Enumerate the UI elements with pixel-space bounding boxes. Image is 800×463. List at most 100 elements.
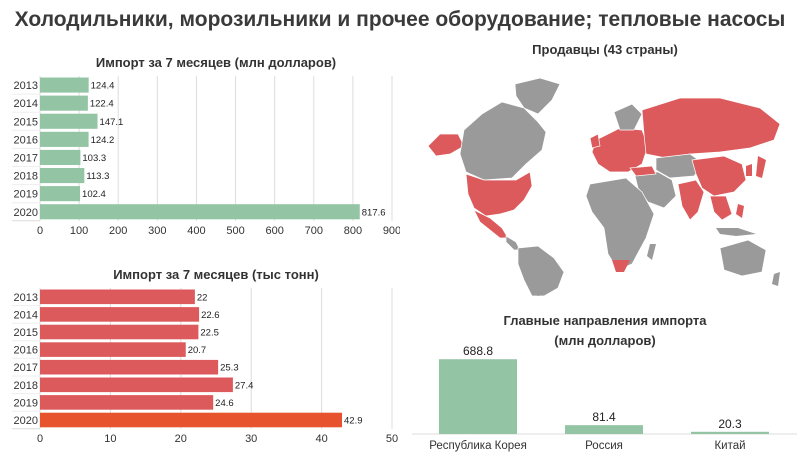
bar-value-label: 147.1 (100, 117, 124, 128)
chart-import-value: 0 100 200 300 400 500 600 700 800 900 124.4 2013 122… (12, 76, 400, 237)
bar (40, 342, 186, 357)
chart-title-import-value: Импорт за 7 месяцев (млн долларов) (95, 55, 337, 70)
bar (565, 425, 643, 434)
map-indonesia (716, 228, 756, 236)
category-label: 2016 (14, 134, 38, 146)
x-tick-label: 20 (175, 433, 187, 445)
category-label: 2017 (14, 362, 38, 374)
x-tick-label: 900 (383, 225, 400, 237)
bar-value-label: 22.5 (200, 328, 219, 339)
map-central-america (505, 235, 521, 251)
bar (40, 412, 343, 428)
map-australia (719, 239, 767, 277)
x-tick-label: 300 (148, 225, 166, 237)
x-tick-label: 700 (305, 225, 323, 237)
x-tick-label: 800 (344, 225, 362, 237)
bar (40, 204, 360, 220)
map-south-america (517, 245, 565, 296)
x-tick-label: 10 (104, 433, 116, 445)
map-mexico (473, 209, 509, 239)
category-label: 2019 (14, 189, 38, 201)
map-scandinavia (613, 103, 643, 131)
chart-import-volume: 0 10 20 30 40 50 22 2013 22.6 2014 22.5 2015 20.7 201… (12, 288, 398, 445)
bar (40, 377, 233, 393)
bar (40, 186, 81, 202)
category-label: 2014 (14, 98, 38, 110)
bar-value-label: 113.3 (86, 171, 109, 182)
map-greenland (514, 77, 561, 115)
bar-value-label: 22.6 (201, 310, 220, 321)
map-russia (641, 97, 781, 159)
category-label: 2015 (14, 116, 38, 128)
bar-value-label: 42.9 (344, 416, 363, 427)
bar-value-label: 122.4 (90, 99, 114, 110)
map-korea (746, 164, 752, 176)
sellers-world-map (427, 77, 781, 296)
x-tick-label: 400 (187, 225, 205, 237)
bar (40, 77, 89, 93)
bar-value-label: 817.6 (362, 207, 386, 218)
map-turkey (629, 165, 657, 177)
map-philippines (736, 204, 744, 218)
bar-value-label: 24.6 (215, 398, 234, 409)
bar (40, 359, 219, 375)
map-india (677, 179, 705, 221)
bar-value-label: 27.4 (235, 380, 254, 391)
bar-value-label: 25.3 (220, 363, 239, 374)
page-title: Холодильники, морозильники и прочее обор… (14, 8, 786, 31)
x-tick-label: 100 (70, 225, 88, 237)
category-label: 2016 (14, 345, 38, 357)
category-label: 2013 (14, 292, 38, 304)
bar (40, 395, 214, 410)
bar (40, 168, 85, 184)
category-label: 2018 (14, 171, 38, 183)
category-label: 2013 (14, 80, 38, 92)
bar-value-label: 688.8 (463, 344, 493, 358)
bar (691, 431, 769, 434)
category-label: 2020 (14, 207, 38, 219)
bar (40, 307, 200, 322)
category-label: Республика Корея (429, 440, 527, 452)
chart-title-sellers-map: Продавцы (43 страны) (532, 42, 678, 57)
bar-value-label: 81.4 (592, 410, 616, 424)
chart-top-directions: 688.8 Республика Корея 81.4 Россия 20.3 Китай (412, 344, 797, 452)
x-tick-label: 500 (226, 225, 244, 237)
map-south-america-south (530, 290, 544, 296)
bar-value-label: 124.4 (91, 81, 115, 92)
bar-value-label: 20.3 (718, 417, 742, 431)
map-europe (591, 127, 649, 173)
x-tick-label: 50 (386, 433, 398, 445)
map-canada (459, 101, 547, 181)
map-china (691, 155, 747, 197)
category-label: 2020 (14, 415, 38, 427)
category-label: Россия (585, 440, 623, 452)
x-tick-label: 200 (109, 225, 127, 237)
category-label: 2017 (14, 152, 38, 164)
chart-title-top-directions: Главные направления импорта (503, 313, 707, 328)
bar-value-label: 22 (197, 292, 208, 303)
map-uk (589, 133, 601, 149)
chart-subtitle-top-directions: (млн долларов) (554, 333, 656, 348)
category-label: 2014 (14, 309, 38, 321)
bar (40, 113, 98, 129)
x-tick-label: 40 (315, 433, 327, 445)
map-south-africa (612, 260, 630, 272)
x-tick-label: 0 (37, 433, 43, 445)
category-label: 2015 (14, 327, 38, 339)
bar-value-label: 102.4 (82, 189, 106, 200)
bar-value-label: 103.3 (82, 153, 106, 164)
category-label: Китай (714, 440, 745, 452)
map-se-asia (709, 195, 733, 221)
x-tick-label: 0 (37, 225, 43, 237)
category-label: 2018 (14, 380, 38, 392)
bar-value-label: 20.7 (188, 345, 207, 356)
bar (439, 359, 517, 434)
map-usa (465, 171, 533, 217)
map-madagascar (647, 244, 656, 260)
bar-value-label: 124.2 (91, 135, 115, 146)
map-japan (756, 156, 766, 178)
bar (40, 95, 88, 111)
x-tick-label: 600 (265, 225, 283, 237)
map-new-zealand (772, 272, 780, 286)
chart-title-import-volume: Импорт за 7 месяцев (тыс тонн) (113, 267, 319, 282)
